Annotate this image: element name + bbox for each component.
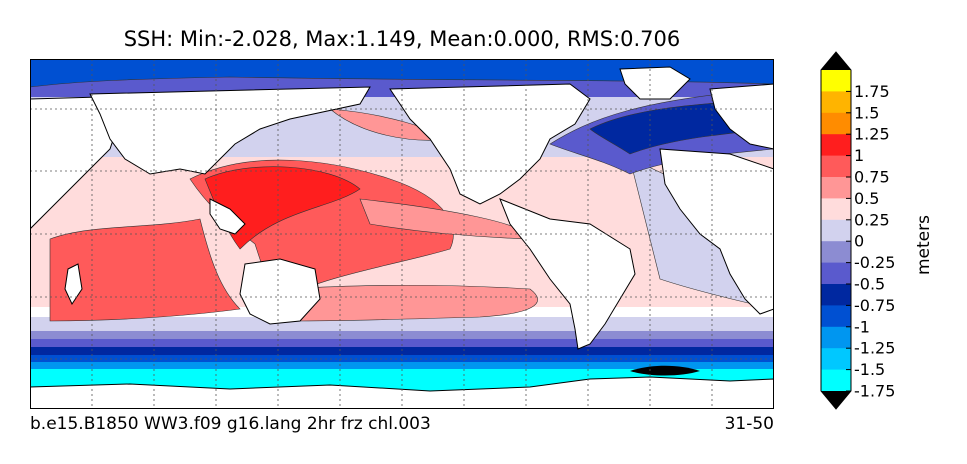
- colorbar-segment: [821, 284, 851, 306]
- colorbar-segment: [821, 305, 851, 328]
- plot-title: SSH: Min:-2.028, Max:1.149, Mean:0.000, …: [123, 27, 681, 51]
- colorbar-tick-label: -1: [854, 317, 870, 336]
- colorbar-segment: [821, 155, 851, 178]
- colorbar-tick-label: 0.5: [854, 189, 879, 208]
- colorbar-tick-label: -1.25: [854, 339, 895, 358]
- colorbar-tick-label: 1: [854, 146, 864, 165]
- colorbar-segment: [821, 134, 851, 156]
- colorbar-segment: [821, 326, 851, 349]
- colorbar-segment: [821, 70, 851, 92]
- colorbar-segment: [821, 177, 851, 199]
- colorbar-tick-label: 0: [854, 232, 864, 251]
- colorbar-segment: [821, 262, 851, 285]
- colorbar-segment: [821, 112, 851, 135]
- colorbar-tick-label: 0.75: [854, 168, 890, 187]
- land-south-america: [499, 198, 636, 350]
- colorbar-tick-label: 1.75: [854, 82, 890, 101]
- colorbar-segment: [821, 91, 851, 114]
- colorbar-over-triangle: [821, 52, 851, 70]
- map-frame: [30, 59, 774, 409]
- land-north-america: [389, 83, 591, 205]
- colorbar-tick-label: -1.75: [854, 382, 895, 401]
- colorbar-tick-label: 1.25: [854, 125, 890, 144]
- case-name-caption: b.e15.B1850 WW3.f09 g16.lang 2hr frz chl…: [30, 414, 431, 434]
- colorbar-tick-label: 1.5: [854, 103, 879, 122]
- land-madagascar: [64, 263, 83, 306]
- colorbar-segment: [821, 198, 851, 221]
- contour-weddell-low: [630, 365, 700, 376]
- colorbar: 1.75 1.5 1.25 1 0.75 0.5 0.25 0 -0.25 -0.5 -0.75 -1…: [815, 48, 895, 418]
- colorbar-units-label: meters: [914, 215, 934, 275]
- ssh-map: [30, 59, 774, 409]
- colorbar-tick-label: -0.5: [854, 275, 885, 294]
- land-australia: [239, 258, 321, 325]
- ocean-band-acc-3: [30, 347, 774, 357]
- land-africa-right: [659, 148, 774, 315]
- colorbar-segment: [821, 219, 851, 242]
- graticule: [30, 59, 774, 409]
- colorbar-segment: [821, 369, 851, 392]
- colorbar-tick-label: -1.5: [854, 360, 885, 379]
- colorbar-under-triangle: [821, 391, 851, 409]
- colorbar-segment: [821, 348, 851, 370]
- colorbar-tick-label: -0.75: [854, 296, 895, 315]
- contour-s-pacific: [289, 284, 538, 322]
- colorbar-segment: [821, 241, 851, 263]
- colorbar-tick-label: -0.25: [854, 253, 895, 272]
- land-greenland: [619, 66, 691, 100]
- colorbar-tick-label: 0.25: [854, 210, 890, 229]
- contour-indian-high: [49, 218, 241, 322]
- years-caption: 31-50: [724, 414, 774, 434]
